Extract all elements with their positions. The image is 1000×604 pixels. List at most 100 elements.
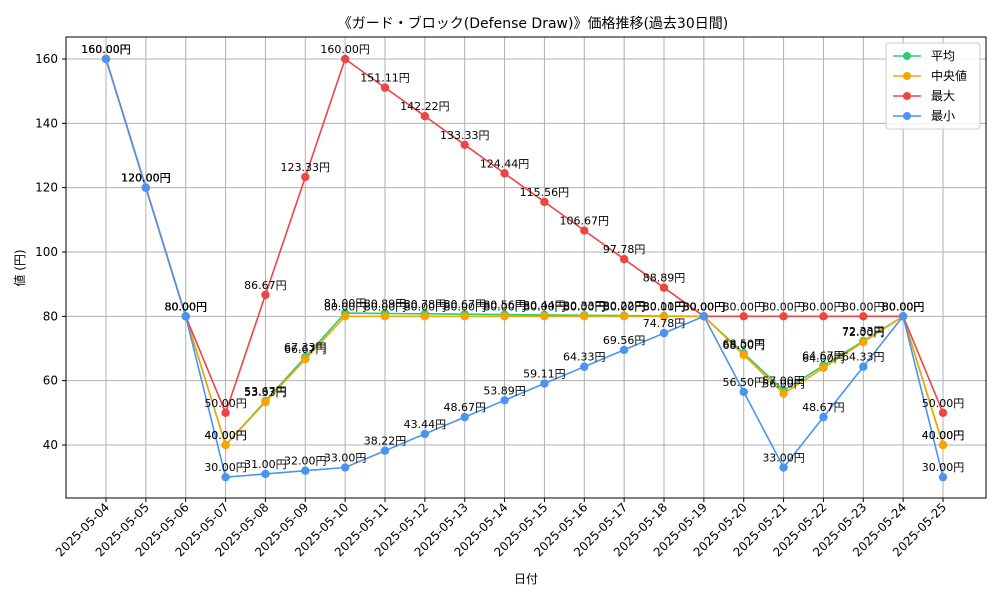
data-label: 80.33円 <box>563 299 606 312</box>
data-label: 53.33円 <box>244 386 287 399</box>
legend-swatch-marker <box>903 72 911 80</box>
data-point <box>819 363 828 372</box>
data-label: 80.78円 <box>404 298 447 311</box>
data-label: 80.00円 <box>643 300 686 313</box>
data-label: 68.50円 <box>722 337 765 350</box>
data-point <box>380 446 390 455</box>
data-label: 142.22円 <box>400 100 450 113</box>
data-point <box>420 111 430 121</box>
data-point <box>938 472 948 482</box>
data-label: 30.00円 <box>204 461 247 474</box>
data-point <box>739 350 748 360</box>
data-label: 30.00円 <box>922 461 965 474</box>
data-point <box>540 312 549 321</box>
data-label: 80.00円 <box>164 300 207 313</box>
data-point <box>420 312 430 321</box>
data-label: 80.00円 <box>324 300 367 313</box>
y-tick-label: 160 <box>35 52 58 66</box>
series-line <box>105 58 944 447</box>
data-label: 80.22円 <box>603 300 646 313</box>
data-point <box>619 254 629 264</box>
data-label: 80.00円 <box>882 300 925 313</box>
data-point <box>540 379 549 388</box>
data-point <box>699 312 709 321</box>
series-4 <box>101 54 948 482</box>
data-label: 80.67円 <box>443 298 486 311</box>
y-tick-label: 40 <box>43 438 58 452</box>
data-point <box>101 54 111 64</box>
data-label: 80.00円 <box>683 300 726 313</box>
data-point <box>460 312 469 321</box>
data-point <box>340 312 350 321</box>
data-point <box>221 408 230 418</box>
data-label: 160.00円 <box>81 43 131 56</box>
data-point <box>779 389 788 398</box>
data-label: 80.00円 <box>683 300 726 313</box>
data-point <box>938 440 948 450</box>
data-label: 67.33円 <box>284 341 327 354</box>
data-label: 69.56円 <box>603 334 646 347</box>
data-label: 80.00円 <box>802 300 845 313</box>
data-point <box>580 312 589 321</box>
legend-label: 平均 <box>931 49 955 63</box>
data-label: 48.67円 <box>802 401 845 414</box>
data-label: 64.33円 <box>842 351 885 364</box>
series-line <box>105 58 944 479</box>
data-point <box>659 283 669 292</box>
data-label: 115.56円 <box>520 186 570 199</box>
data-point <box>500 396 509 405</box>
x-axis-label: 日付 <box>514 572 538 586</box>
data-label: 33.00円 <box>324 452 367 465</box>
data-point <box>739 312 748 321</box>
data-point <box>420 429 430 439</box>
legend-label: 中央値 <box>931 68 967 83</box>
data-label: 40.00円 <box>204 429 247 442</box>
y-tick-label: 60 <box>43 374 58 388</box>
data-point <box>859 362 868 371</box>
data-label: 74.78円 <box>643 317 686 330</box>
data-label: 80.00円 <box>882 300 925 313</box>
data-label: 80.00円 <box>882 300 925 313</box>
data-label: 80.00円 <box>523 300 566 313</box>
data-label: 160.00円 <box>81 43 131 56</box>
data-point <box>938 408 948 418</box>
data-label: 32.00円 <box>284 455 327 468</box>
data-label: 40.00円 <box>922 429 965 442</box>
data-label: 80.00円 <box>722 300 765 313</box>
chart-title: 《ガード・ブロック(Defense Draw)》価格推移(過去30日間) <box>338 15 728 32</box>
data-point <box>619 345 629 355</box>
legend-label: 最大 <box>931 89 955 103</box>
legend-label: 最小 <box>931 109 955 123</box>
data-label: 48.67円 <box>443 401 486 414</box>
data-label: 80.00円 <box>842 300 885 313</box>
data-labels-layer: 160.00円 120.00円 80.00円 40.00円 53.67円 67.33円 81… <box>81 43 964 474</box>
data-label: 97.78円 <box>603 243 646 256</box>
data-point <box>819 412 828 422</box>
data-label: 120.00円 <box>121 172 171 185</box>
data-point <box>859 337 868 347</box>
data-label: 88.89円 <box>643 272 686 285</box>
data-label: 80.00円 <box>603 300 646 313</box>
data-label: 59.11円 <box>523 368 566 381</box>
data-point <box>301 466 310 475</box>
data-point <box>859 312 868 321</box>
data-label: 151.11円 <box>360 72 410 85</box>
data-point <box>460 140 469 149</box>
data-label: 120.00円 <box>121 172 171 185</box>
data-point <box>779 312 788 321</box>
data-point <box>221 440 230 450</box>
data-label: 80.44円 <box>523 299 566 312</box>
y-tick-label: 120 <box>35 181 58 195</box>
series-line <box>105 57 944 416</box>
series-layer <box>101 54 948 482</box>
data-label: 133.33円 <box>440 129 490 142</box>
data-label: 86.67円 <box>244 279 287 292</box>
data-label: 72.00円 <box>842 326 885 339</box>
data-point <box>261 290 270 300</box>
data-label: 80.00円 <box>164 300 207 313</box>
data-point <box>619 312 629 321</box>
data-label: 43.44円 <box>404 418 447 431</box>
data-label: 80.00円 <box>762 300 805 313</box>
